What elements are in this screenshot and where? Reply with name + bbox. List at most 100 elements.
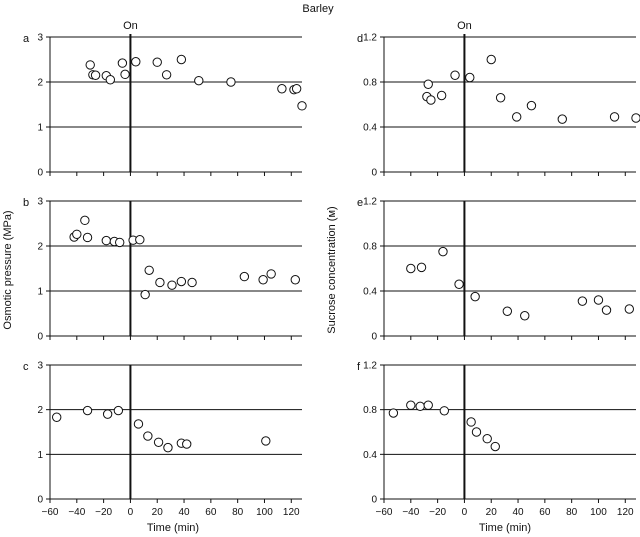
panel-e-data-point [577,296,588,306]
panel-d-data-point [495,93,506,103]
panel-d-letter: d [357,33,363,45]
panel-c-ytick-label: 3 [37,361,43,372]
figure-title: Barley [302,3,334,15]
panel-c-xtick-label: −60 [42,507,59,518]
panel-a-ytick-label: 2 [37,78,43,89]
panel-f-data-point [466,417,476,427]
panel-f-data-point [439,406,450,416]
panel-c-data-point [52,412,62,422]
panel-a: 0 1 2 3a On [23,20,307,179]
panel-b-data-point [258,275,268,285]
panel-b-data-point [176,276,187,287]
panel-e-ytick-label: 1.2 [363,197,377,208]
panel-e-data-point [438,246,448,257]
panel-e-data-point [601,305,612,315]
panel-a-data-point [194,75,204,86]
panel-e-data-point [624,304,634,314]
panel-c-data-point [143,431,153,441]
panel-e-data-point [454,279,464,289]
panel-c-data-point [113,405,124,416]
panel-c-ytick-label: 1 [37,450,43,461]
panel-b-data-point [144,265,154,275]
panel-d: 0 0.4 0.8 1.2d On [357,20,640,179]
panel-d-data-point [512,112,522,122]
panel-f-ytick-label: 0 [371,495,377,506]
panel-e: 0 0.4 0.8 1.2e [357,197,636,343]
panel-d-data-point [526,100,537,111]
panel-d-data-point [465,72,475,83]
panel-b-data-point [101,235,111,246]
panel-e-letter: e [357,197,363,209]
panel-a-ytick-label: 0 [37,168,43,179]
panel-f-letter: f [357,361,361,373]
panel-d-data-point [426,95,436,105]
panel-c-data-point [82,405,93,416]
panel-a-data-point [152,57,162,67]
panel-f-xtick-label: 0 [462,507,468,518]
panel-f-data-point [406,400,416,410]
panel-f-xtick-label: 40 [512,507,524,518]
left-y-axis-label: Osmotic pressure (MPa) [2,210,14,329]
right-x-axis-label: Time (min) [479,522,531,534]
panel-c-xtick-label: 80 [232,507,244,518]
panel-e-data-point [416,262,427,273]
panel-b-data-point [167,280,177,290]
panel-b-data-point [187,277,197,288]
panel-f-xtick-label: 80 [566,507,578,518]
panel-f-data-point [415,401,425,412]
panel-f-xtick-label: 20 [486,507,498,518]
panel-c-xtick-label: 120 [283,507,300,518]
panel-f-data-point [388,408,399,418]
panel-b-data-point [290,275,300,285]
panel-d-data-point [436,90,447,101]
panel-a-ytick-label: 3 [37,33,43,44]
panel-b-data-point [82,232,93,243]
panel-f-ytick-label: 0.4 [363,450,377,461]
panel-b-letter: b [23,197,29,209]
panel-b-ytick-label: 3 [37,197,43,208]
panel-a-data-point [277,84,287,94]
panel-d-ytick-label: 1.2 [363,33,377,44]
panel-c-data-point [133,419,144,429]
panel-a-data-point [291,84,302,94]
panel-c-data-point [153,437,164,447]
panel-a-data-point [176,54,187,65]
panel-c-data-point [102,409,113,419]
panel-c-letter: c [23,361,29,373]
panel-b-data-point [80,215,90,226]
panel-d-data-point [609,112,620,122]
panel-e-ytick-label: 0.8 [363,242,377,253]
panel-a-data-point [85,60,95,70]
panel-d-data-point [486,54,496,65]
on-marker-label: On [123,20,138,32]
panel-c-xtick-label: −40 [68,507,85,518]
panel-a-data-point [161,70,172,80]
panel-b-ytick-label: 2 [37,242,43,253]
panel-b-ytick-label: 0 [37,332,43,343]
panel-e-ytick-label: 0.4 [363,287,377,298]
panel-c-data-point [163,442,173,453]
panel-d-data-point [557,114,567,124]
panel-d-data-point [450,70,460,80]
panel-c-xtick-label: −20 [95,507,112,518]
panel-d-data-point [423,79,433,89]
panel-c-data-point [182,439,192,449]
on-marker-label: On [457,20,472,32]
panel-c-xtick-label: 100 [256,507,273,518]
panel-b-data-point [115,237,125,248]
panel-f-data-point [482,434,492,444]
panel-e-data-point [502,306,513,316]
panel-f-data-point [423,400,433,410]
panel-c-xtick-label: 60 [205,507,217,518]
panel-b-data-point [140,289,150,300]
panel-f-data-point [471,427,482,437]
panel-b-data-point [135,235,145,245]
panel-e-ytick-label: 0 [371,332,377,343]
panel-f-data-point [490,441,500,452]
panel-c-xtick-label: 20 [152,507,164,518]
panel-c-ytick-label: 2 [37,405,43,416]
panel-c-ytick-label: 0 [37,495,43,506]
panel-b-data-point [72,229,82,240]
panel-c-xtick-label: 40 [178,507,190,518]
